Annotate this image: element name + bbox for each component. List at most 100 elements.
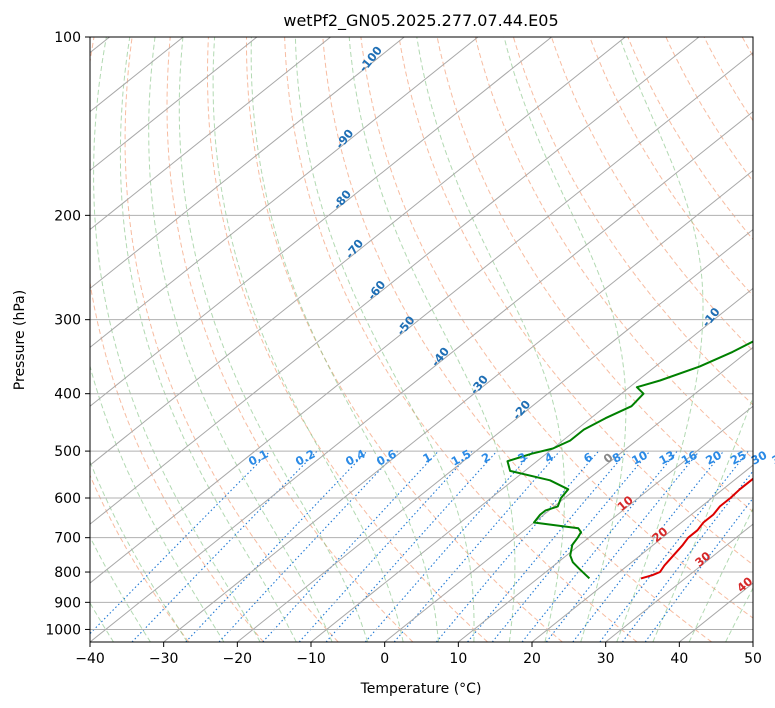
isotherm-label: -60 [364,278,388,303]
isotherm-line [90,37,258,172]
moist-adiabat-line [503,37,627,642]
isotherm-label: 40 [734,574,755,595]
isotherm-line [90,37,331,231]
mixing-ratio-label: 4 [542,450,556,466]
x-tick-label: −20 [223,651,253,667]
isotherm-line [605,523,753,642]
mixing-ratio-label: 10 [629,448,650,468]
mixing-ratio-label: 0.6 [374,447,399,469]
isotherm-label: -80 [330,187,354,212]
mixing-ratio-label: 0.2 [293,447,318,469]
mixing-ratio-label: 13 [657,448,678,468]
moist-adiabat-line [93,37,261,642]
isotherm-line [458,405,753,642]
isotherm-label: -40 [428,344,452,369]
y-tick-label: 600 [54,491,81,507]
mixing-ratio-line [521,450,678,642]
mixing-ratio-line [298,450,473,642]
dry-adiabat-line [589,37,753,297]
y-tick-label: 200 [54,208,81,224]
mixing-ratio-label: 16 [679,448,700,468]
y-tick-label: 800 [54,565,81,581]
mixing-ratio-label: 1.5 [449,447,474,469]
moist-adiabat-line [90,460,188,642]
mixing-ratio-line [185,450,368,642]
mixing-ratio-line [218,450,399,642]
dry-adiabat-line [741,37,753,58]
x-tick-label: 0 [380,651,389,667]
mixing-ratio-line [131,450,318,642]
isotherm-line [90,110,753,642]
x-axis-ticks: −40 −30 −20 −10 0 10 20 30 40 50 [75,642,762,667]
mixing-ratio-label: 0.4 [343,447,368,469]
chart-title: wetPf2_GN05.2025.277.07.44.E05 [283,11,558,31]
moist-adiabat-line [348,37,516,642]
dry-adiabat-line [551,37,753,352]
moist-adiabat-line [148,37,333,642]
x-tick-label: −10 [296,651,326,667]
mixing-ratio-line [435,450,600,642]
dry-adiabat-line [90,37,264,642]
skewed-isotherms [90,37,753,642]
dry-adiabat-line [474,37,753,460]
x-tick-label: 50 [744,651,762,667]
dry-adiabat-line [322,37,712,642]
moist-adiabat-line [119,37,297,642]
dry-adiabat-line [703,37,753,122]
moist-adiabat-line [250,37,439,642]
moist-adiabat-line [762,37,775,642]
isotherm-label: 10 [615,493,636,514]
plot-frame [89,36,754,643]
dry-adiabat-line [512,37,753,406]
y-axis-ticks: 100 200 300 400 500 600 700 800 900 1000 [45,30,90,638]
x-tick-label: 10 [449,651,467,667]
x-tick-label: 40 [670,651,688,667]
isotherm-line [90,37,479,348]
moist-adiabat-line [212,37,404,642]
x-tick-label: 30 [597,651,615,667]
mixing-ratio-label: 36 [769,448,775,468]
mixing-ratio-label: 30 [749,448,770,468]
sounding-line [506,340,753,580]
dry-adiabat-line [436,37,753,513]
y-axis-label: Pressure (hPa) [12,290,28,390]
moist-adiabat-line [178,37,369,642]
mixing-ratio-line [545,450,700,642]
x-tick-label: 20 [523,651,541,667]
y-tick-label: 1000 [45,622,81,638]
mixing-ratio-label: 1 [420,450,434,466]
mixing-ratio-line [467,450,628,642]
moist-adiabat-line [294,37,475,642]
isotherm-line [90,37,405,290]
x-tick-label: −30 [149,651,179,667]
dry-adiabat-line [246,37,563,642]
dry-adiabat-line [398,37,753,566]
dry-adiabat-line [284,37,638,642]
isotherm-line [310,287,753,642]
y-tick-label: 400 [54,387,81,403]
isotherm-line [531,464,753,642]
moist-adiabat-line [90,364,225,642]
mixing-ratio-label: 0.1 [246,447,271,469]
isotherm-line [90,52,753,584]
isobar-grid [90,37,753,630]
y-tick-label: 300 [54,313,81,329]
x-axis-label: Temperature (°C) [360,681,482,697]
isotherm-line [163,169,753,642]
isotherm-line [237,228,753,642]
isotherm-label: -90 [332,126,356,151]
sounding-profiles [506,340,753,580]
mixing-ratio-line [364,450,534,642]
mixing-ratio-line [599,450,749,642]
dry-adiabat-line [124,37,339,642]
isotherm-line [384,346,753,642]
dry-adiabat-line [665,37,753,183]
mixing-ratio-label: 20 [703,448,724,468]
x-tick-label: −40 [75,651,105,667]
isotherm-label: -50 [394,313,418,338]
moist-adiabat-line [90,535,151,642]
y-tick-label: 900 [54,595,81,611]
mixing-ratio-label: 25 [728,448,749,468]
sounding-line [640,477,753,580]
